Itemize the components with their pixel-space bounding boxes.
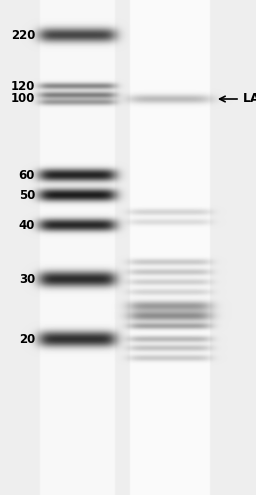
Text: 30: 30 bbox=[19, 273, 35, 286]
Text: LAMP1: LAMP1 bbox=[243, 93, 256, 105]
Text: 40: 40 bbox=[19, 219, 35, 232]
Text: 50: 50 bbox=[19, 189, 35, 202]
Text: 20: 20 bbox=[19, 333, 35, 346]
Text: 220: 220 bbox=[11, 29, 35, 42]
Text: 60: 60 bbox=[19, 169, 35, 182]
Text: 120: 120 bbox=[11, 80, 35, 93]
Text: 100: 100 bbox=[11, 93, 35, 105]
